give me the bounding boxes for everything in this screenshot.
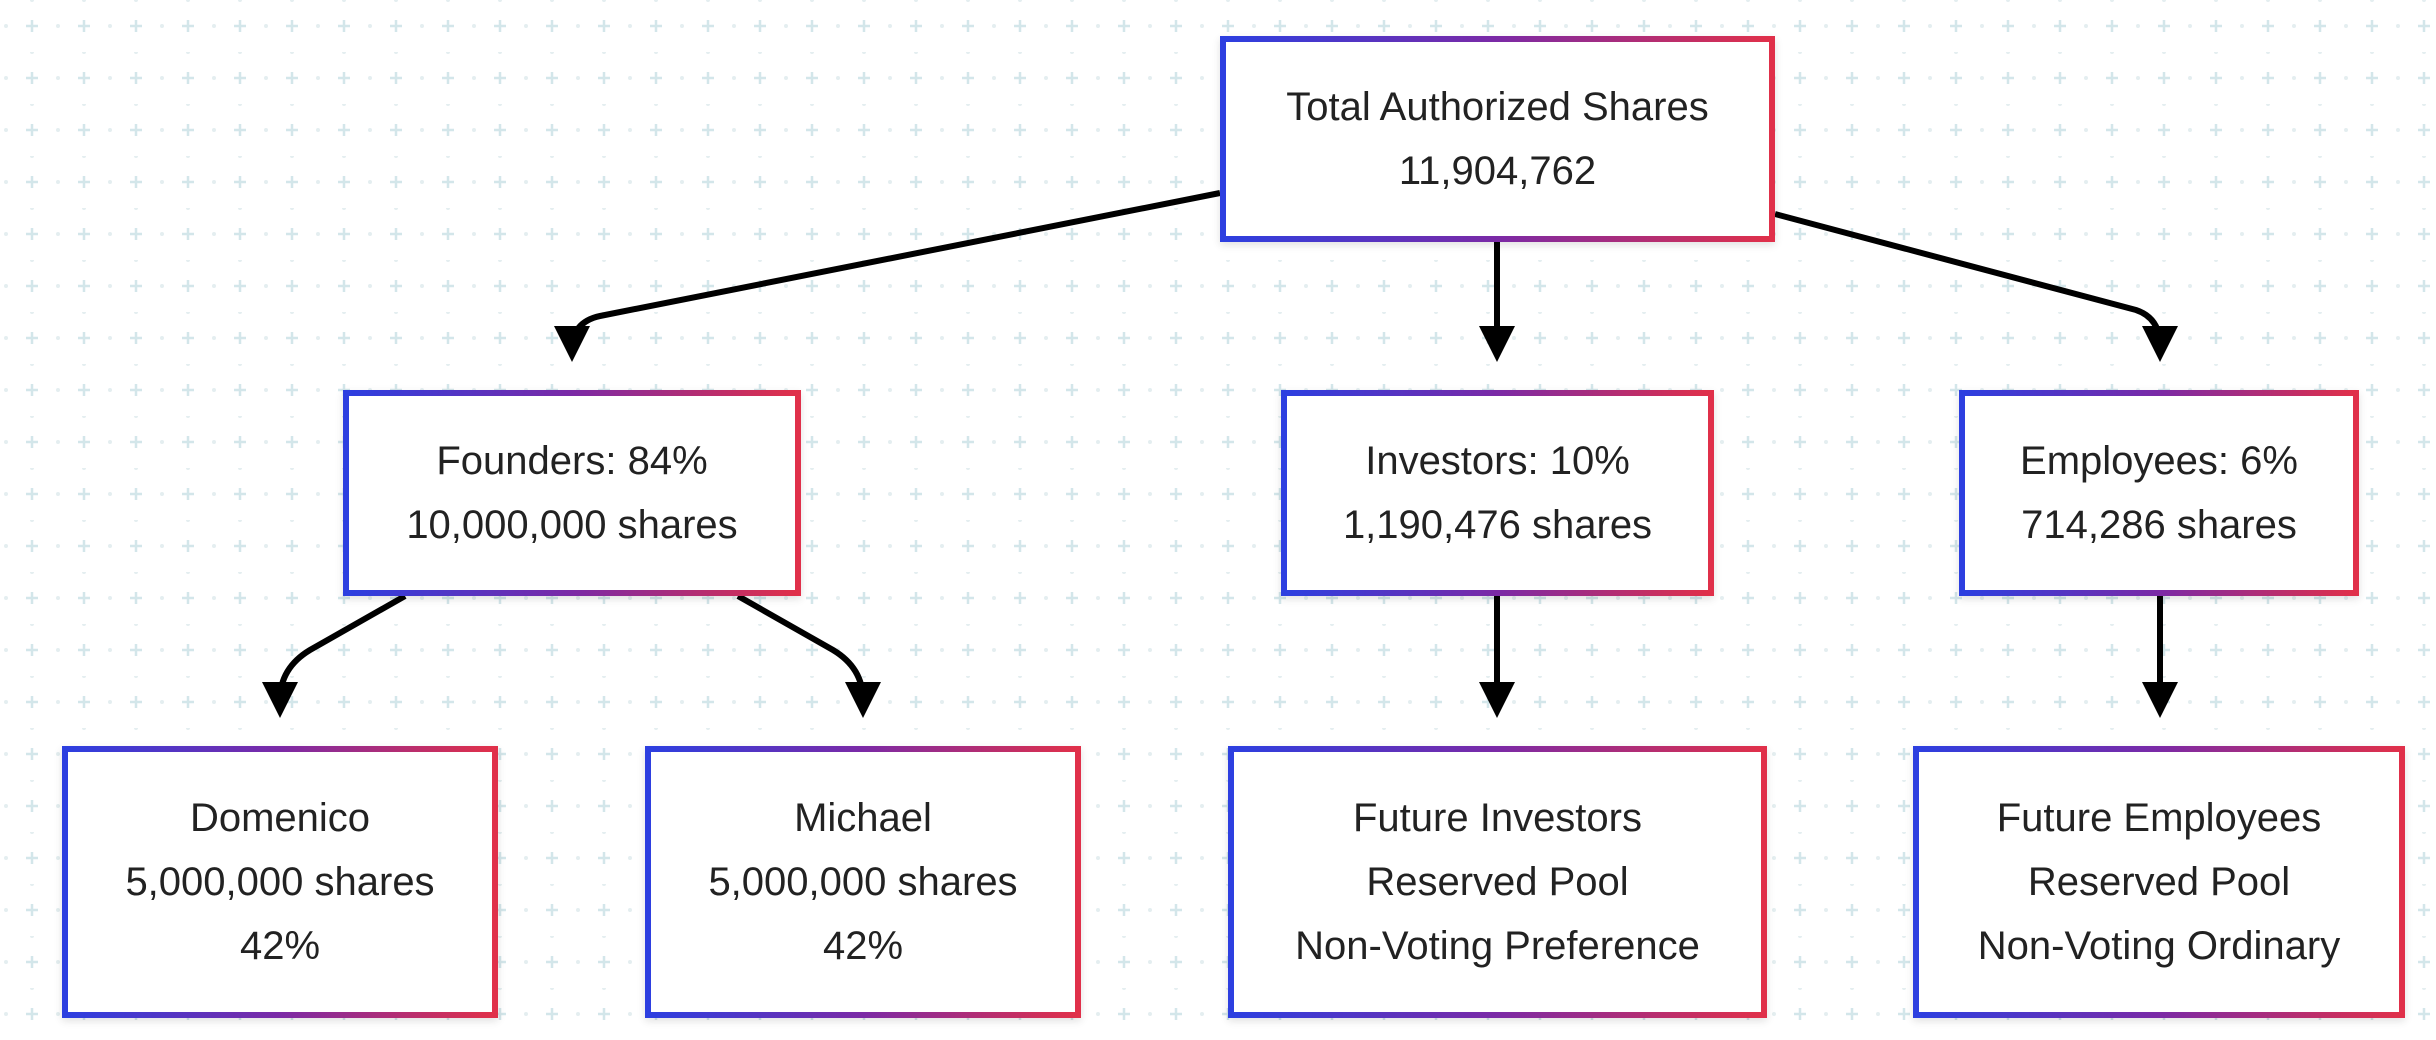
- node-percent: 42%: [822, 924, 904, 968]
- edge-total-to-founders: [554, 190, 1221, 362]
- node-class: Non-Voting Ordinary: [1977, 924, 2341, 968]
- node-value: 5,000,000 shares: [125, 860, 435, 904]
- node-value: 1,190,476 shares: [1342, 503, 1653, 547]
- node-title: Investors: 10%: [1365, 439, 1630, 483]
- node-subtitle: Reserved Pool: [2027, 860, 2291, 904]
- node-future-investors: Future Investors Reserved Pool Non-Votin…: [1228, 746, 1767, 1018]
- node-title: Total Authorized Shares: [1286, 85, 1709, 129]
- node-future-employees: Future Employees Reserved Pool Non-Votin…: [1913, 746, 2405, 1018]
- node-title: Michael: [794, 796, 932, 840]
- node-class: Non-Voting Preference: [1295, 924, 1700, 968]
- node-title: Future Investors: [1352, 796, 1642, 840]
- node-domenico: Domenico 5,000,000 shares 42%: [62, 746, 498, 1018]
- node-title: Employees: 6%: [2020, 439, 2298, 483]
- node-founders: Founders: 84% 10,000,000 shares: [343, 390, 801, 596]
- edge-founders-to-michael: [736, 593, 881, 718]
- node-value: 5,000,000 shares: [708, 860, 1018, 904]
- node-total-authorized-shares: Total Authorized Shares 11,904,762: [1220, 36, 1775, 242]
- edge-founders-to-domenico: [262, 593, 407, 718]
- node-percent: 42%: [239, 924, 321, 968]
- node-title: Future Employees: [1996, 796, 2322, 840]
- node-value: 11,904,762: [1398, 149, 1597, 193]
- node-title: Domenico: [189, 796, 371, 840]
- node-value: 10,000,000 shares: [406, 503, 738, 547]
- edge-total-to-employees: [1774, 211, 2178, 362]
- node-employees: Employees: 6% 714,286 shares: [1959, 390, 2359, 596]
- node-michael: Michael 5,000,000 shares 42%: [645, 746, 1081, 1018]
- node-value: 714,286 shares: [2021, 503, 2297, 547]
- node-subtitle: Reserved Pool: [1366, 860, 1629, 904]
- node-title: Founders: 84%: [436, 439, 708, 483]
- node-investors: Investors: 10% 1,190,476 shares: [1281, 390, 1714, 596]
